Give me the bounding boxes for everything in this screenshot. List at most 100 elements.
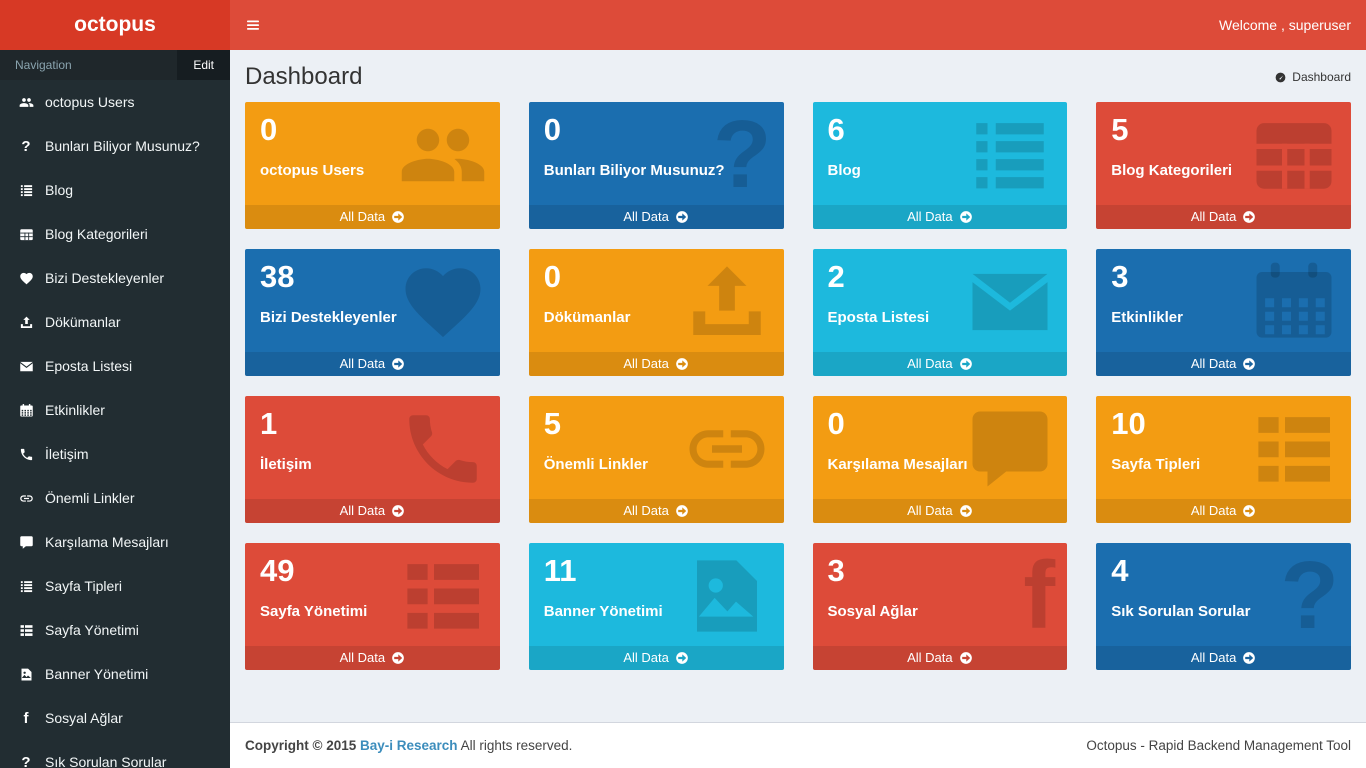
arrow-circle-right-icon [675,651,689,665]
sidebar-item-sosyal-ağlar[interactable]: f Sosyal Ağlar [0,696,230,740]
sidebar-item-i-letişim[interactable]: İletişim [0,432,230,476]
tile-all-data-link[interactable]: All Data [812,499,1068,523]
phone-icon [394,402,488,496]
sidebar-item-önemli-linkler[interactable]: Önemli Linkler [0,476,230,520]
tile-eposta-listesi: 2 Eposta Listesi All Data [812,249,1068,376]
heart-icon [394,255,488,349]
sidebar-item-label: Dökümanlar [45,314,121,330]
tile-body: 10 Sayfa Tipleri [1096,396,1351,499]
arrow-circle-right-icon [1242,504,1256,518]
tile-body: 6 Blog [813,102,1068,205]
tile-count: 1 [260,406,278,441]
tile-all-data-link[interactable]: All Data [1096,646,1351,670]
question-icon: ? [712,102,772,205]
sidebar-item-blog[interactable]: Blog [0,168,230,212]
sidebar-item-label: Banner Yönetimi [45,666,149,682]
all-data-label: All Data [1190,503,1237,518]
sidebar-item-sayfa-tipleri[interactable]: Sayfa Tipleri [0,564,230,608]
tile-all-data-link[interactable]: All Data [245,646,500,670]
tile-body: 11 Banner Yönetimi [529,543,784,646]
tile-count: 2 [827,259,845,294]
tile-label: Blog [827,161,861,179]
tile-all-data-link[interactable]: All Data [812,646,1068,670]
tile-label: İletişim [260,455,312,473]
tile-all-data-link[interactable]: All Data [528,499,784,523]
tile-body: 0 Dökümanlar [529,249,784,352]
tile-all-data-link[interactable]: All Data [1096,499,1351,523]
user-menu[interactable]: Welcome , superuser [1218,17,1351,33]
sidebar-item-dökümanlar[interactable]: Dökümanlar [0,300,230,344]
tile-all-data-link[interactable]: All Data [1096,352,1351,376]
tile-label: Bizi Destekleyenler [260,308,397,326]
sidebar-item-label: Karşılama Mesajları [45,534,169,550]
footer-copyright: Copyright © 2015 Bay-i Research All righ… [245,738,572,753]
app-logo[interactable]: octopus [0,0,230,50]
sidebar-item-octopus-users[interactable]: octopus Users [0,80,230,124]
arrow-circle-right-icon [675,357,689,371]
sidebar-item-blog-kategorileri[interactable]: Blog Kategorileri [0,212,230,256]
sidebar-item-sık-sorulan-sorular[interactable]: ? Sık Sorulan Sorular [0,740,230,768]
sidebar-item-label: Sık Sorulan Sorular [45,754,167,768]
sidebar-header-label: Navigation [15,58,72,72]
breadcrumb-label: Dashboard [1292,70,1351,84]
tile-sosyal-ağlar: 3 Sosyal Ağlar f All Data [812,543,1068,670]
tile-all-data-link[interactable]: All Data [245,499,500,523]
th-list-icon [394,549,488,643]
sidebar-item-bizi-destekleyenler[interactable]: Bizi Destekleyenler [0,256,230,300]
tile-label: Karşılama Mesajları [827,455,968,473]
users-icon [394,108,488,202]
tile-count: 5 [1111,112,1129,147]
tile-all-data-link[interactable]: All Data [528,205,784,229]
sidebar-item-label: Önemli Linkler [45,490,135,506]
sidebar-item-etkinlikler[interactable]: Etkinlikler [0,388,230,432]
sidebar-item-banner-yönetimi[interactable]: Banner Yönetimi [0,652,230,696]
sidebar-toggle-button[interactable] [230,0,276,50]
link-icon [678,402,772,496]
tile-all-data-link[interactable]: All Data [1096,205,1351,229]
tile-body: 3 Etkinlikler [1096,249,1351,352]
facebook-icon: f [23,709,29,727]
page-title: Dashboard [245,63,363,90]
main-content: Dashboard Dashboard 0 octopus Users All Da… [230,50,1366,722]
tile-body: 1 İletişim [245,396,500,499]
sidebar-item-label: octopus Users [45,94,135,110]
all-data-label: All Data [1190,650,1237,665]
arrow-circle-right-icon [391,210,405,224]
users-icon [15,95,37,110]
sidebar-item-eposta-listesi[interactable]: Eposta Listesi [0,344,230,388]
arrow-circle-right-icon [959,651,973,665]
tile-all-data-link[interactable]: All Data [528,646,784,670]
upload-icon [678,255,772,349]
all-data-label: All Data [339,503,386,518]
tile-dökümanlar: 0 Dökümanlar All Data [528,249,784,376]
tile-all-data-link[interactable]: All Data [812,205,1068,229]
tile-count: 0 [543,259,561,294]
sidebar-item-karşılama-mesajları[interactable]: Karşılama Mesajları [0,520,230,564]
tile-all-data-link[interactable]: All Data [812,352,1068,376]
footer-tagline: Octopus - Rapid Backend Management Tool [1086,738,1351,753]
tile-all-data-link[interactable]: All Data [245,205,500,229]
tile-sayfa-tipleri: 10 Sayfa Tipleri All Data [1096,396,1351,523]
question-icon: ? [21,753,31,768]
sidebar-edit-button[interactable]: Edit [177,50,230,80]
all-data-label: All Data [907,209,953,224]
all-data-label: All Data [907,503,953,518]
sidebar-item-label: Etkinlikler [45,402,105,418]
sidebar-item-label: İletişim [45,446,89,462]
tile-label: Önemli Linkler [543,455,648,473]
table-icon [15,227,37,242]
tile-all-data-link[interactable]: All Data [528,352,784,376]
tile-blog: 6 Blog All Data [812,102,1068,229]
sidebar-item-bunları-biliyor-musunuz[interactable]: ? Bunları Biliyor Musunuz? [0,124,230,168]
all-data-label: All Data [1190,356,1237,371]
tile-all-data-link[interactable]: All Data [245,352,500,376]
bayi-research-link[interactable]: Bay-i Research [360,738,458,753]
sidebar-menu: octopus Users? Bunları Biliyor Musunuz? Bl… [0,80,230,768]
sidebar-item-sayfa-yönetimi[interactable]: Sayfa Yönetimi [0,608,230,652]
phone-icon [15,447,37,462]
tile-count: 0 [827,406,845,441]
breadcrumb[interactable]: Dashboard [1274,70,1351,84]
tile-count: 3 [1111,259,1129,294]
sidebar-item-label: Sayfa Tipleri [45,578,123,594]
tile-count: 6 [827,112,845,147]
